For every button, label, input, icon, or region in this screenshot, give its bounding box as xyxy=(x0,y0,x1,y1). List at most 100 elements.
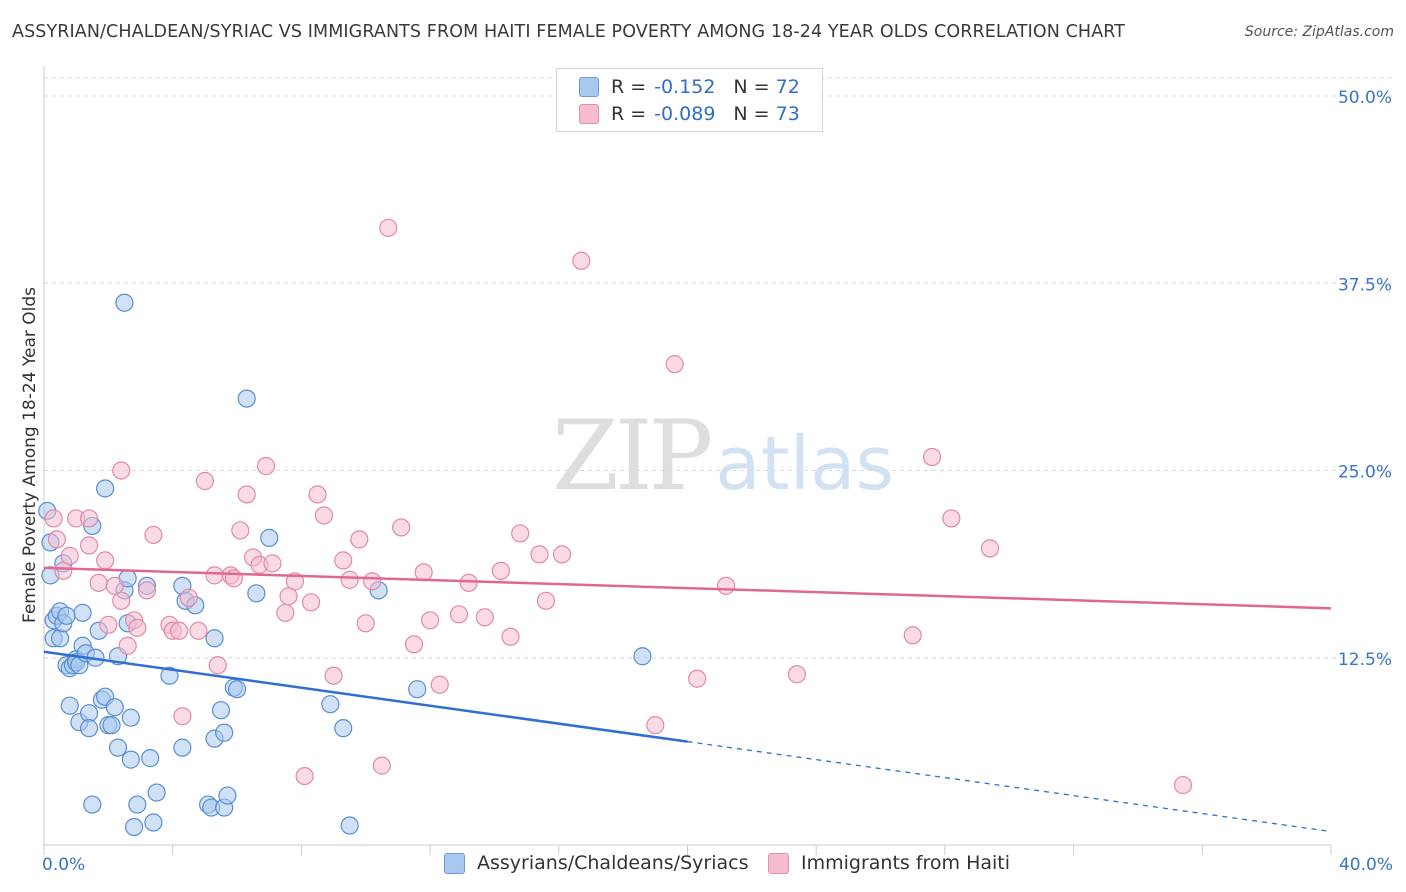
data-point-haiti xyxy=(421,611,440,630)
data-point-assyrian xyxy=(57,606,76,625)
y-axis-label: Female Poverty Among 18-24 Year Olds xyxy=(20,287,40,623)
gridlines xyxy=(44,77,1392,659)
legend-n-label: N = xyxy=(733,76,770,98)
data-point-assyrian xyxy=(173,738,192,757)
data-point-haiti xyxy=(1173,775,1193,795)
data-point-assyrian xyxy=(160,666,179,685)
data-point-haiti xyxy=(112,461,131,480)
data-point-haiti xyxy=(308,485,327,504)
data-points xyxy=(38,218,1193,837)
watermark: ZIPatlas xyxy=(552,400,894,512)
data-point-haiti xyxy=(44,509,63,528)
data-point-haiti xyxy=(112,591,131,610)
legend-r-label: R = xyxy=(611,76,647,98)
data-point-haiti xyxy=(89,573,108,592)
data-point-haiti xyxy=(295,766,314,786)
data-point-haiti xyxy=(511,524,530,543)
legend-r-value: -0.089 xyxy=(654,103,716,125)
data-point-haiti xyxy=(276,603,295,622)
x-tick-label: 40.0% xyxy=(1339,855,1393,875)
legend-n-value: 72 xyxy=(775,76,800,98)
data-point-assyrian xyxy=(79,719,99,738)
data-point-haiti xyxy=(195,471,214,491)
legend-swatch-blue xyxy=(579,77,599,97)
correlation-legend: R = -0.152 N = 72 R = -0.089 N = 73 xyxy=(556,68,823,132)
data-point-assyrian xyxy=(227,680,247,699)
data-point-assyrian xyxy=(108,738,128,757)
data-point-haiti xyxy=(903,626,922,645)
data-point-haiti xyxy=(128,618,147,637)
chart-title: ASSYRIAN/CHALDEAN/SYRIAC VS IMMIGRANTS F… xyxy=(12,22,1126,42)
data-point-haiti xyxy=(475,608,494,627)
data-point-haiti xyxy=(350,530,369,549)
legend-item-haiti[interactable]: Immigrants from Haiti xyxy=(768,852,1010,874)
data-point-haiti xyxy=(96,551,115,570)
data-point-haiti xyxy=(379,218,398,237)
data-point-assyrian xyxy=(321,695,340,714)
trend-line-assyrian xyxy=(43,650,688,743)
data-point-haiti xyxy=(170,621,189,640)
legend-swatch-pink xyxy=(768,852,789,874)
legend-n-label: N = xyxy=(733,103,770,125)
data-point-haiti xyxy=(208,656,227,675)
data-point-haiti xyxy=(787,665,806,684)
data-point-haiti xyxy=(60,546,79,565)
y-tick-label: 12.5% xyxy=(1338,650,1392,670)
data-point-assyrian xyxy=(124,817,144,837)
data-point-haiti xyxy=(79,509,99,528)
data-point-haiti xyxy=(47,530,66,549)
data-point-haiti xyxy=(256,456,276,476)
data-point-haiti xyxy=(430,675,449,694)
trend-line-assyrian-extension xyxy=(687,740,1332,833)
data-point-haiti xyxy=(717,576,736,595)
data-point-haiti xyxy=(179,588,198,607)
data-point-assyrian xyxy=(340,816,359,835)
data-point-haiti xyxy=(414,563,433,582)
data-point-haiti xyxy=(231,521,250,540)
data-point-haiti xyxy=(99,615,118,634)
data-point-assyrian xyxy=(83,795,102,814)
trend-lines xyxy=(43,566,1332,833)
data-point-haiti xyxy=(314,506,334,525)
data-point-assyrian xyxy=(115,293,134,312)
data-point-assyrian xyxy=(60,696,79,715)
data-point-haiti xyxy=(459,573,478,592)
series-legend: Assyrians/Chaldeans/Syriacs Immigrants f… xyxy=(0,852,1406,878)
legend-r-label: R = xyxy=(611,103,647,125)
data-point-haiti xyxy=(530,545,549,564)
data-point-haiti xyxy=(980,539,1000,558)
data-point-assyrian xyxy=(102,716,121,735)
data-point-assyrian xyxy=(144,813,163,832)
legend-item-assyrians[interactable]: Assyrians/Chaldeans/Syriacs xyxy=(444,852,748,874)
data-point-assyrian xyxy=(408,680,427,699)
data-point-assyrian xyxy=(141,749,160,768)
legend-row-haiti: R = -0.089 N = 73 xyxy=(579,101,800,127)
data-point-haiti xyxy=(173,707,192,726)
tick-labels: 12.5% 25.0% 37.5% 50.0% 0.0% 40.0% xyxy=(42,88,1393,875)
y-tick-label: 25.0% xyxy=(1338,463,1392,483)
data-point-haiti xyxy=(205,566,224,585)
data-point-assyrian xyxy=(50,629,70,648)
data-point-haiti xyxy=(363,572,382,591)
data-point-assyrian xyxy=(211,701,231,720)
data-point-haiti xyxy=(79,536,99,555)
source-label: Source: ZipAtlas.com xyxy=(1244,24,1394,40)
data-point-haiti xyxy=(237,485,256,504)
data-point-haiti xyxy=(942,509,961,528)
data-point-haiti xyxy=(54,561,73,580)
y-tick-label: 50.0% xyxy=(1338,88,1392,108)
data-point-assyrian xyxy=(105,698,124,717)
data-point-assyrian xyxy=(247,584,266,603)
data-point-haiti xyxy=(404,635,424,654)
y-tick-label: 37.5% xyxy=(1338,275,1392,295)
data-point-haiti xyxy=(356,614,375,633)
data-point-assyrian xyxy=(96,479,115,498)
data-point-haiti xyxy=(491,561,510,580)
data-point-haiti xyxy=(340,570,359,589)
legend-label-assyrians: Assyrians/Chaldeans/Syriacs xyxy=(477,852,749,874)
legend-r-value: -0.152 xyxy=(654,76,716,98)
data-point-haiti xyxy=(572,251,591,270)
watermark-zip: ZIP xyxy=(552,400,713,512)
legend-n-value: 73 xyxy=(775,103,800,125)
